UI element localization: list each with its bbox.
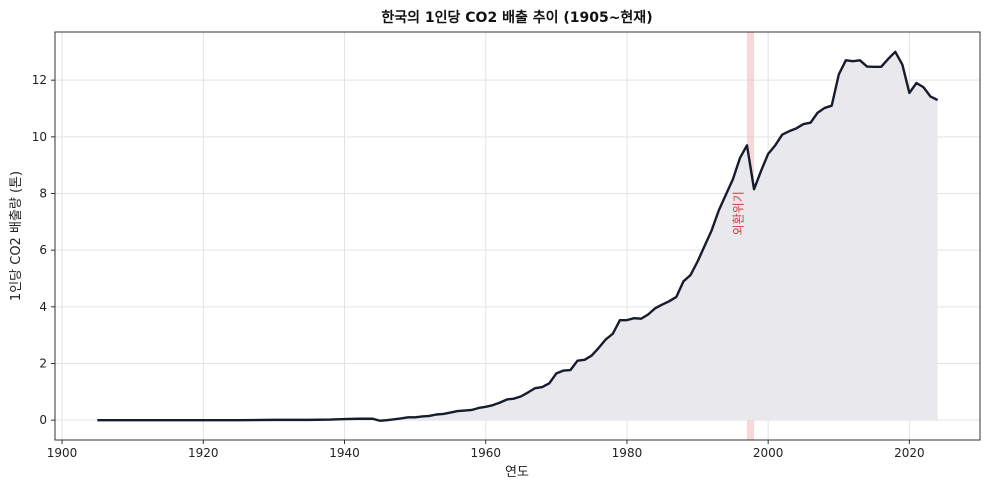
chart-title: 한국의 1인당 CO2 배출 추이 (1905~현재)	[381, 9, 652, 26]
x-tick-label: 1940	[329, 446, 360, 460]
x-tick-label: 1920	[188, 446, 219, 460]
y-tick-label: 2	[39, 357, 47, 371]
series-line	[97, 50, 939, 422]
y-tick-label: 12	[32, 73, 47, 87]
y-tick-label: 10	[32, 130, 47, 144]
annotation-layer: 외환위기	[732, 191, 746, 235]
y-tick-label: 8	[39, 187, 47, 201]
y-ticks: 0 2 4 6 8 10 12	[32, 73, 55, 427]
x-ticks: 1900 1920 1940 1960 1980 2000 2020	[47, 440, 925, 460]
x-tick-label: 1900	[47, 446, 78, 460]
area-fill	[97, 51, 938, 421]
x-axis-label: 연도	[505, 465, 529, 480]
x-tick-label: 1960	[470, 446, 501, 460]
x-tick-label: 1980	[612, 446, 643, 460]
co2-line	[97, 50, 939, 422]
y-tick-label: 4	[39, 300, 47, 314]
y-tick-label: 0	[39, 413, 47, 427]
y-axis-label: 1인당 CO2 배출량 (톤)	[9, 171, 24, 301]
crisis-annotation: 외환위기	[732, 191, 746, 235]
x-tick-label: 2000	[753, 446, 784, 460]
plot-frame	[54, 31, 981, 441]
area-path	[97, 51, 938, 421]
y-tick-label: 6	[39, 243, 47, 257]
x-tick-label: 2020	[894, 446, 925, 460]
